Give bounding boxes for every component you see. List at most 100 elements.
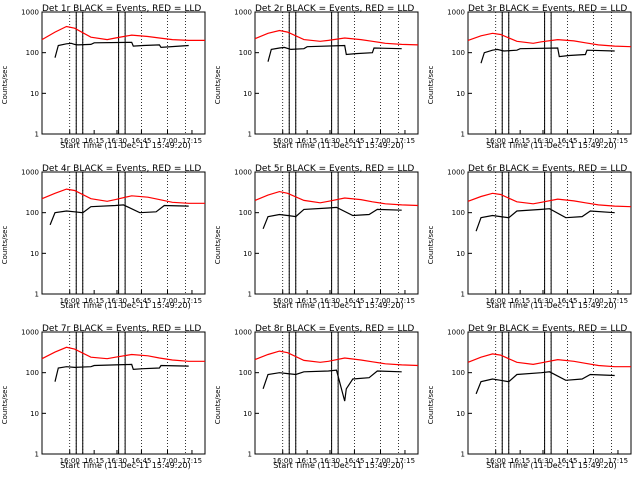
interval-box [501,171,510,295]
x-tick-label: 16:45 [131,457,151,465]
interval-box [118,331,126,455]
interval-box [118,11,126,135]
x-tick-label: 16:30 [107,137,127,145]
y-tick-label: 100 [239,49,252,57]
x-tick-label: 16:00 [486,457,506,465]
lld-series-line [467,32,632,48]
plot-frame [41,331,206,455]
x-tick-label: 16:00 [273,137,293,145]
x-tick-label: 16:00 [60,457,80,465]
events-series-line [54,41,189,58]
plot-frame [41,171,206,295]
panel-title: Det 7r BLACK = Events, RED = LLD [42,324,202,334]
y-tick-label: 1000 [234,169,252,177]
x-tick-label: 16:00 [486,297,506,305]
x-tick-label: 16:30 [533,137,553,145]
y-tick-label: 1000 [21,329,39,337]
panel-title: Det 1r BLACK = Events, RED = LLD [42,4,202,14]
panel-plot: 1 10 100 1000 16:00 16:15 16:30 16:45 17:00 17:15 [234,169,419,305]
x-tick-label: 16:30 [533,457,553,465]
panel-title: Det 2r BLACK = Events, RED = LLD [255,4,415,14]
y-tick-label: 1 [461,291,465,299]
x-tick-label: 16:15 [84,297,104,305]
plot-frame [254,331,419,455]
x-tick-label: 16:30 [107,297,127,305]
interval-box [75,331,84,455]
events-series-line [49,204,189,226]
det-panel: Det 4r BLACK = Events, RED = LLD Counts/s… [0,160,213,320]
y-tick-label: 100 [239,369,252,377]
x-tick-label: 16:00 [486,137,506,145]
x-tick-label: 17:00 [583,137,603,145]
y-tick-label: 1000 [234,9,252,17]
interval-box [501,11,510,135]
x-tick-label: 16:15 [84,137,104,145]
events-series-line [475,208,615,232]
y-tick-label: 1000 [447,169,465,177]
interval-box [501,331,510,455]
interval-box [331,171,339,295]
panel-plot: 1 10 100 1000 16:00 16:15 16:30 16:45 17:00 17:15 [447,329,632,465]
y-tick-label: 10 [456,90,465,98]
x-tick-label: 16:30 [320,137,340,145]
x-tick-label: 16:45 [557,297,577,305]
x-tick-label: 16:30 [107,457,127,465]
interval-box [288,171,297,295]
y-tick-label: 10 [243,250,252,258]
det-panel: Det 7r BLACK = Events, RED = LLD Counts/s… [0,320,213,480]
y-tick-label: 100 [452,209,465,217]
x-tick-label: 17:00 [583,297,603,305]
interval-box [75,11,84,135]
events-series-line [475,371,615,395]
x-tick-label: 17:15 [395,137,415,145]
lld-series-line [41,188,205,204]
events-series-line [480,47,615,64]
det-panel: Det 2r BLACK = Events, RED = LLD Counts/s… [213,0,426,160]
y-tick-label: 1000 [21,169,39,177]
panel-plot: 1 10 100 1000 16:00 16:15 16:30 16:45 17:00 17:15 [21,329,206,465]
panel-plot: 1 10 100 1000 16:00 16:15 16:30 16:45 17:00 17:15 [21,9,206,145]
x-tick-label: 17:00 [157,297,177,305]
interval-box [544,171,552,295]
plot-frame [254,171,419,295]
x-axis-label: Start Time (11-Dec-11 15:49:20) [486,461,617,470]
panel-plot: 1 10 100 1000 16:00 16:15 16:30 16:45 17:00 17:15 [447,9,632,145]
x-tick-label: 17:15 [608,137,628,145]
x-tick-label: 16:15 [510,137,530,145]
x-tick-label: 16:00 [273,297,293,305]
interval-box [331,331,339,455]
x-tick-label: 16:45 [131,137,151,145]
x-tick-label: 17:15 [182,457,202,465]
panel-title: Det 3r BLACK = Events, RED = LLD [468,4,628,14]
y-tick-label: 10 [456,410,465,418]
lld-series-line [254,190,419,207]
lld-series-line [254,350,419,367]
x-tick-label: 16:15 [84,457,104,465]
x-tick-label: 16:30 [320,457,340,465]
y-tick-label: 100 [452,49,465,57]
plot-frame [41,11,206,135]
det-panel: Det 3r BLACK = Events, RED = LLD Counts/s… [426,0,639,160]
y-tick-label: 1000 [447,9,465,17]
x-axis-label: Start Time (11-Dec-11 15:49:20) [273,301,404,310]
interval-box [288,331,297,455]
y-tick-label: 1 [35,451,39,459]
x-tick-label: 17:15 [182,297,202,305]
y-tick-label: 1 [248,291,252,299]
plot-frame [467,171,632,295]
y-tick-label: 10 [30,90,39,98]
events-series-line [262,369,402,402]
x-axis-label: Start Time (11-Dec-11 15:49:20) [60,141,191,150]
lld-series-line [467,353,631,368]
y-tick-label: 1 [248,451,252,459]
plot-frame [467,331,632,455]
x-tick-label: 16:30 [533,297,553,305]
y-tick-label: 1000 [21,9,39,17]
y-tick-label: 1 [35,131,39,139]
x-tick-label: 17:00 [157,457,177,465]
lld-series-line [41,25,205,42]
x-tick-label: 16:45 [344,297,364,305]
plot-frame [467,11,632,135]
det-panel: Det 1r BLACK = Events, RED = LLD Counts/s… [0,0,213,160]
